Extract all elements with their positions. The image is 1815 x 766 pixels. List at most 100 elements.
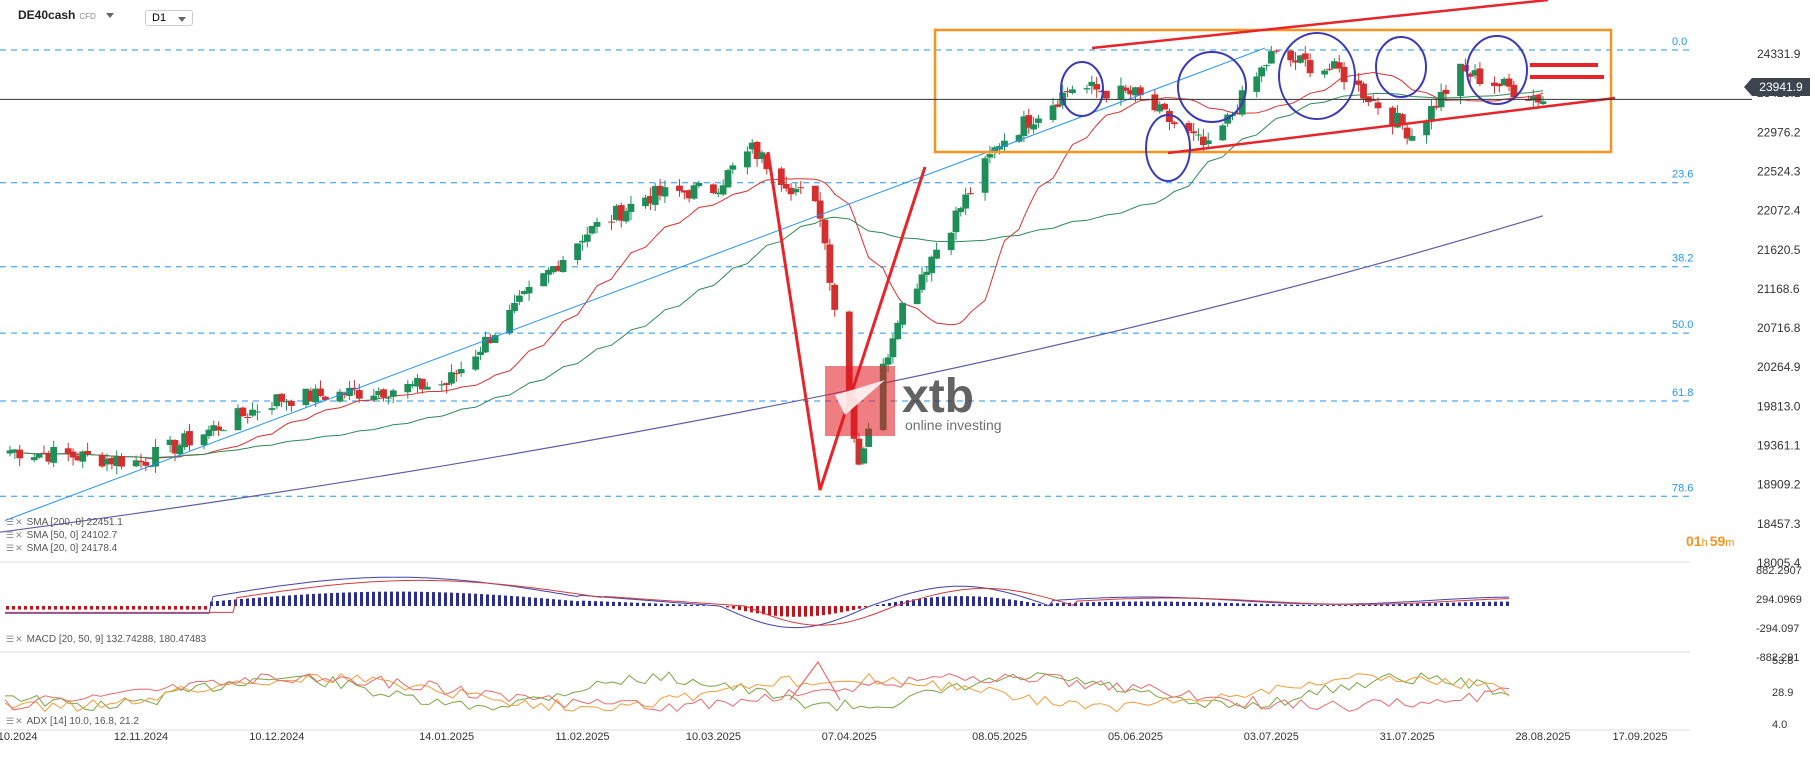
candle-body (690, 185, 698, 199)
macd-histogram-bar (690, 604, 693, 606)
candle-body (380, 389, 387, 398)
candle-body (375, 390, 383, 396)
candle-body (1136, 87, 1144, 96)
candle-body (370, 395, 378, 400)
settings-close-icon[interactable]: ☰✕ (6, 634, 24, 644)
macd-histogram-bar (528, 597, 531, 606)
y-tick-label: 18909.2 (1757, 478, 1801, 492)
macd-histogram-bar (132, 606, 135, 610)
macd-histogram-bar (72, 606, 75, 610)
macd-histogram-bar (618, 602, 621, 606)
legend-sma200[interactable]: ☰✕ SMA [200, 0] 22451.1 (6, 517, 123, 528)
y-tick-label: 20716.8 (1757, 321, 1801, 335)
y-tick-label: 24331.9 (1757, 47, 1801, 61)
macd-histogram-bar (474, 593, 477, 606)
candle-body (1001, 140, 1008, 147)
macd-histogram-bar (960, 596, 963, 606)
candle-body (753, 142, 761, 160)
candle-body (452, 373, 460, 375)
candle-body (1374, 102, 1382, 109)
macd-histogram-bar (1194, 602, 1197, 606)
candle-body (579, 240, 586, 243)
candle-body (210, 425, 218, 431)
macd-histogram-bar (354, 592, 357, 606)
settings-close-icon[interactable]: ☰✕ (6, 716, 24, 726)
macd-histogram-bar (66, 606, 69, 610)
macd-histogram-bar (1440, 602, 1443, 606)
candle-body (1127, 90, 1135, 95)
candle-body (1093, 84, 1101, 90)
macd-histogram-bar (288, 595, 291, 606)
legend-sma50[interactable]: ☰✕ SMA [50, 0] 24102.7 (6, 530, 117, 541)
macd-histogram-bar (678, 604, 681, 606)
adx-spike (789, 660, 841, 701)
macd-histogram-bar (828, 606, 831, 615)
macd-histogram-bar (1050, 603, 1053, 606)
macd-histogram-bar (1482, 601, 1485, 606)
candle-body (661, 187, 669, 197)
macd-histogram-bar (636, 602, 639, 606)
candle-body (748, 142, 756, 150)
macd-histogram-bar (1338, 605, 1341, 606)
candle-body (622, 211, 630, 222)
timeframe-selector[interactable]: D1 (145, 10, 194, 26)
macd-histogram-bar (168, 606, 171, 610)
settings-close-icon[interactable]: ☰✕ (6, 543, 24, 553)
candle-body (1326, 68, 1333, 70)
candle-body (1340, 66, 1348, 83)
y-tick-label: 19813.0 (1757, 399, 1801, 413)
candle-body (1428, 106, 1435, 122)
current-price-badge: 23941.9 (1744, 78, 1810, 96)
candle-body (336, 391, 344, 402)
symbol-selector[interactable]: DE40cash CFD (18, 8, 114, 22)
macd-histogram-bar (1290, 604, 1293, 606)
macd-histogram-bar (312, 593, 315, 606)
candle-body (865, 428, 873, 447)
macd-histogram-bar (564, 600, 567, 606)
macd-histogram-bar (438, 592, 441, 606)
candle-body (307, 390, 315, 402)
candle-body (1457, 63, 1464, 97)
macd-histogram-bar (558, 599, 561, 606)
candle-body (1064, 90, 1071, 92)
legend-macd[interactable]: ☰✕ MACD [20, 50, 9] 132.74288, 180.47483 (6, 634, 206, 645)
candle-body (1156, 104, 1164, 112)
highlight-circle (1375, 36, 1427, 98)
legend-sma20[interactable]: ☰✕ SMA [20, 0] 24178.4 (6, 543, 117, 554)
macd-histogram-bar (576, 601, 579, 606)
candle-body (826, 244, 834, 283)
macd-histogram-bar (1332, 605, 1335, 606)
macd-histogram-bar (1494, 601, 1497, 606)
legend-sma20-label: SMA [20, 0] 24178.4 (26, 543, 118, 554)
macd-histogram-bar (1476, 601, 1479, 606)
candle-body (351, 387, 358, 390)
macd-histogram-bar (60, 606, 63, 610)
macd-histogram-bar (726, 606, 729, 608)
fib-level-label: 23.6 (1672, 169, 1693, 181)
candle-body (758, 152, 766, 159)
candle-body (1263, 65, 1270, 67)
macd-histogram-bar (660, 603, 663, 606)
macd-histogram-bar (810, 606, 813, 617)
macd-histogram-bar (402, 591, 405, 606)
candle-body (1195, 134, 1202, 136)
candle-body (1432, 105, 1440, 108)
settings-close-icon[interactable]: ☰✕ (6, 530, 24, 540)
fib-level-label: 61.8 (1672, 387, 1693, 399)
x-tick-label: 31.07.2025 (1380, 731, 1435, 743)
adx-tick-label: 53.8 (1772, 655, 1793, 667)
macd-histogram-bar (264, 597, 267, 606)
watermark-tagline: online investing (905, 417, 1002, 433)
x-tick-label: 28.08.2025 (1515, 731, 1570, 743)
settings-close-icon[interactable]: ☰✕ (6, 517, 24, 527)
macd-histogram-bar (222, 600, 225, 606)
macd-histogram-bar (1200, 602, 1203, 606)
macd-histogram-bar (540, 598, 543, 606)
legend-adx[interactable]: ☰✕ ADX [14] 10.0, 16.8, 21.2 (6, 716, 139, 727)
macd-histogram-bar (1410, 603, 1413, 606)
candle-body (928, 256, 936, 274)
macd-histogram-bar (1056, 603, 1059, 606)
macd-histogram-bar (696, 605, 699, 606)
candle-body (1525, 99, 1532, 101)
